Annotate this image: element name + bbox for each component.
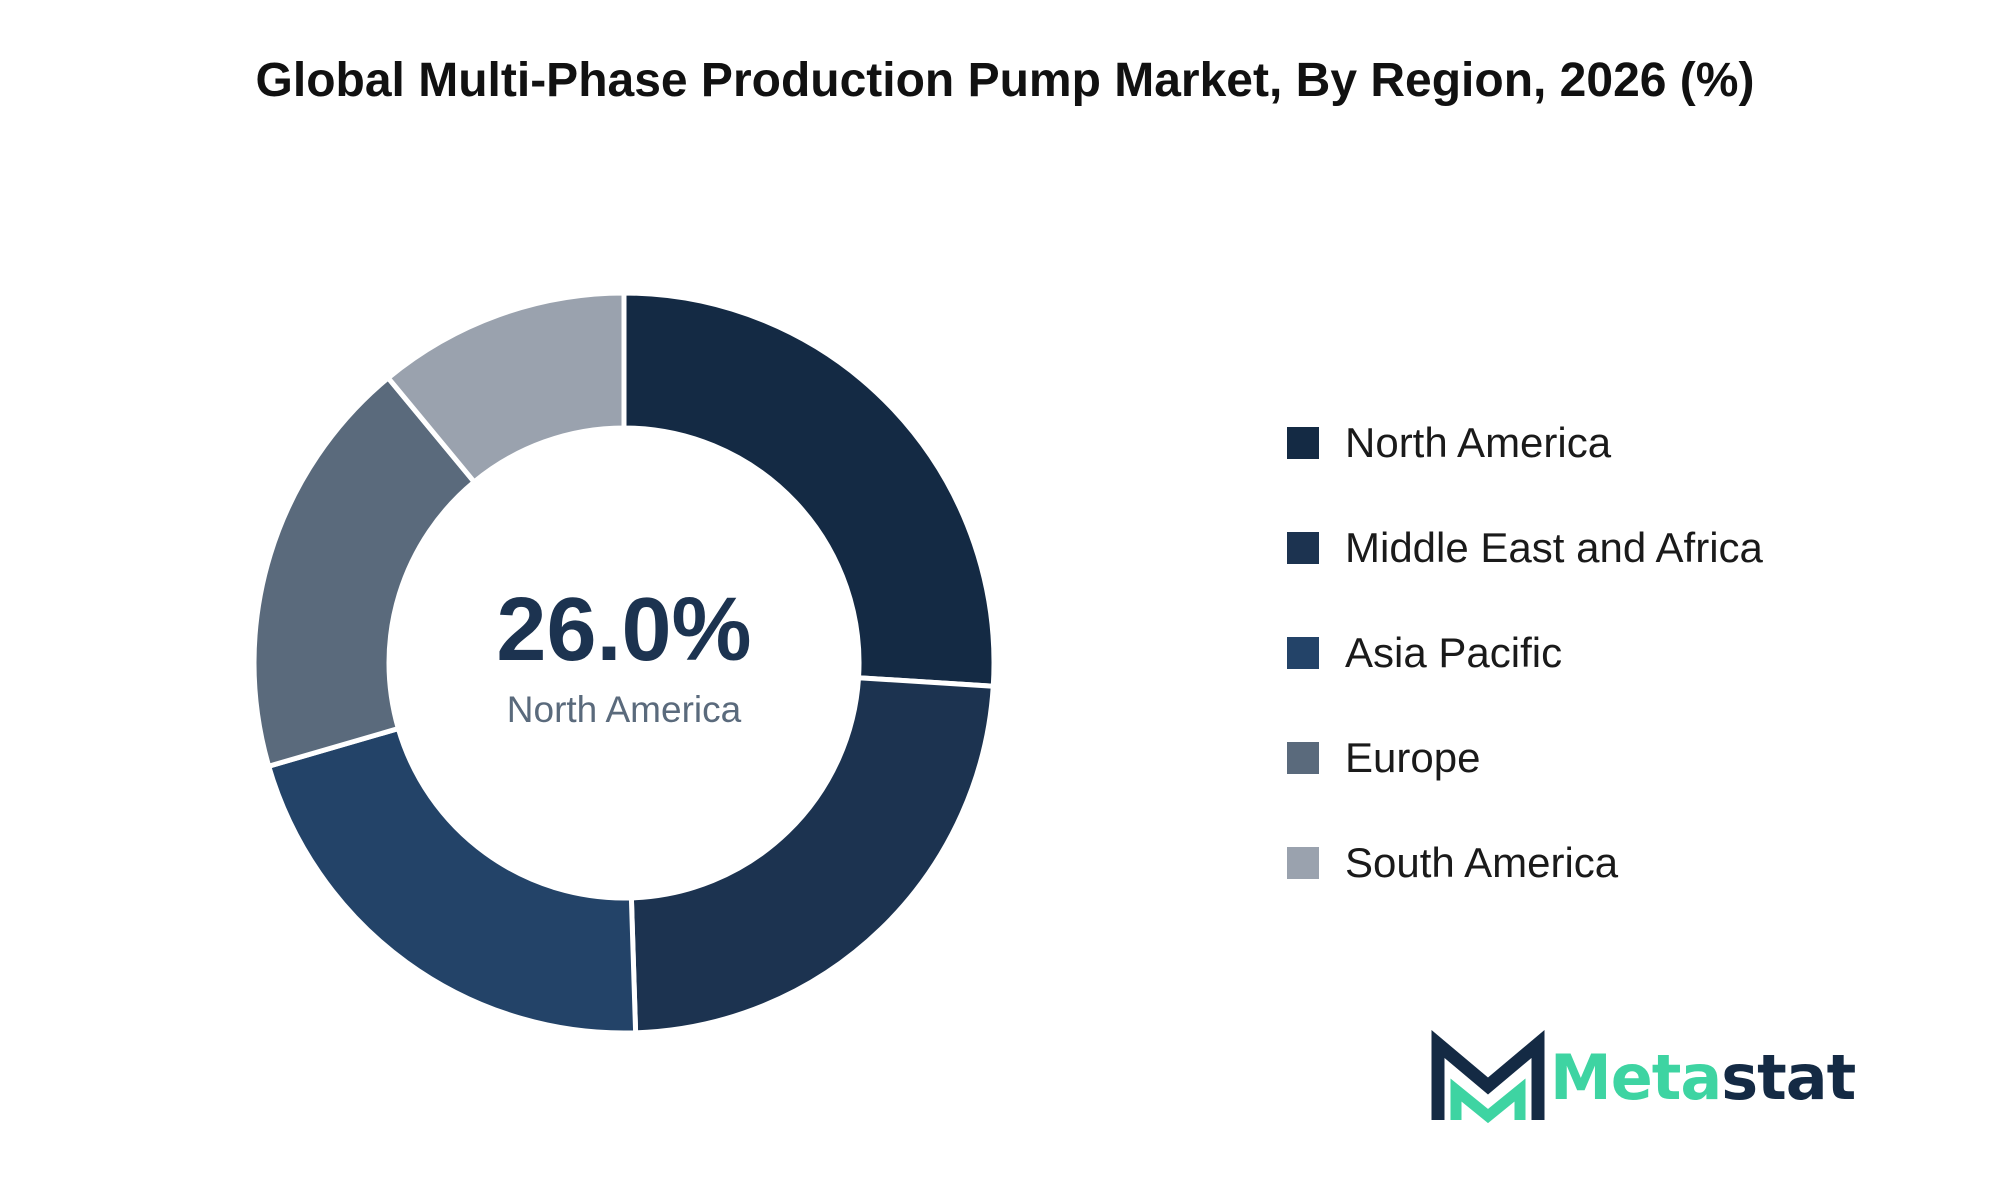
metastat-logo: Metastat — [1428, 1028, 1856, 1126]
legend-item: Middle East and Africa — [1287, 495, 1763, 600]
legend-swatch — [1287, 636, 1319, 669]
legend-label: South America — [1345, 838, 1619, 886]
logo-text-stat: stat — [1721, 1040, 1856, 1114]
legend: North America Middle East and Africa Asi… — [1287, 390, 1763, 915]
logo-wordmark: Metastat — [1550, 1040, 1856, 1114]
legend-item: Asia Pacific — [1287, 600, 1763, 705]
center-label: North America — [507, 689, 742, 730]
metastat-m-logo-icon — [1431, 1030, 1545, 1124]
legend-swatch — [1287, 846, 1319, 879]
donut-slice — [628, 675, 996, 1036]
donut-slice — [251, 374, 478, 770]
legend-item: North America — [1287, 390, 1763, 495]
center-value: 26.0% — [496, 580, 751, 680]
legend-item: South America — [1287, 810, 1763, 915]
chart-title: Global Multi-Phase Production Pump Marke… — [255, 54, 1755, 107]
donut-slice — [384, 290, 627, 486]
legend-label: Europe — [1345, 733, 1481, 781]
donut-slice — [265, 725, 639, 1036]
legend-swatch — [1287, 531, 1319, 564]
legend-label: North America — [1345, 418, 1612, 466]
donut-slices — [251, 290, 997, 1036]
legend-swatch — [1287, 426, 1319, 459]
donut-slice — [621, 290, 997, 689]
legend-item: Europe — [1287, 705, 1763, 810]
logo-text-meta: Meta — [1550, 1040, 1722, 1114]
legend-swatch — [1287, 741, 1319, 774]
legend-label: Middle East and Africa — [1345, 523, 1763, 571]
legend-label: Asia Pacific — [1345, 628, 1563, 676]
